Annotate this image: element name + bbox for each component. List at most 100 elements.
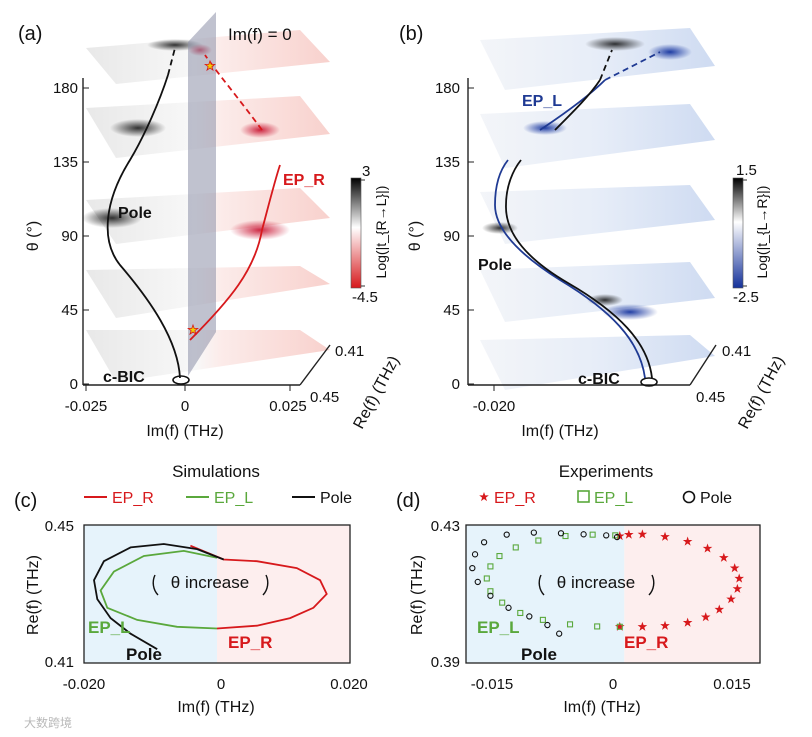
point-pole	[603, 532, 610, 539]
point-ep-l	[487, 563, 494, 570]
point-pole	[557, 530, 565, 537]
b-xtick-neg: -0.020	[473, 398, 516, 415]
b-colorbar-label: Log(|t_{L→R}|)	[754, 186, 770, 279]
c-xtick-0: 0	[217, 676, 225, 693]
c-plot-area	[83, 524, 351, 664]
a-xlabel: Im(f) (THz)	[146, 423, 223, 440]
panel-b-label: (b)	[399, 23, 423, 45]
a-ylabel: θ (°)	[25, 221, 42, 251]
point-pole	[469, 564, 476, 572]
d-epr-label: EP_R	[624, 633, 668, 652]
point-ep-l	[539, 616, 546, 623]
d-xtick-0: 0	[609, 676, 617, 693]
a-colorbar	[350, 177, 365, 289]
plot-frame	[465, 524, 761, 664]
b-epl-label: EP_L	[522, 93, 562, 110]
point-ep-l	[487, 588, 494, 595]
b-curves	[494, 49, 661, 387]
d-plot-area	[465, 524, 761, 664]
b-cbic-marker	[640, 377, 658, 387]
d-ylabel: Re(f) (THz)	[409, 555, 426, 635]
panel-b-planes	[480, 28, 715, 390]
a-pole-label: Pole	[118, 205, 152, 222]
d-legend-pole-marker	[682, 490, 696, 504]
c-ytick-bottom: 0.41	[45, 654, 74, 671]
a-title: Im(f) = 0	[228, 25, 292, 44]
c-xlabel: Im(f) (THz)	[177, 699, 254, 716]
d-rotate-arrow-right	[648, 574, 655, 596]
bg-positive-im	[217, 525, 350, 663]
d-xlabel: Im(f) (THz)	[563, 699, 640, 716]
point-pole	[613, 533, 621, 541]
a-ytick-180: 180	[53, 80, 78, 97]
c-pole-label: Pole	[126, 645, 162, 664]
a-pole-curve	[106, 74, 181, 379]
a-curves	[106, 47, 281, 385]
a-pole-curve-dashed	[167, 47, 176, 76]
c-title: Simulations	[172, 462, 260, 481]
point-ep-l	[566, 621, 574, 628]
b-zlabel: Re(f) (THz)	[736, 353, 789, 432]
b-pole-curve	[505, 159, 653, 379]
c-ytick-top: 0.45	[45, 518, 74, 535]
d-legend-epl-marker	[577, 490, 590, 503]
d-legend-epl: EP_L	[594, 490, 633, 507]
bg-positive-im	[624, 525, 760, 663]
b-ylabel: θ (°)	[407, 221, 424, 251]
point-ep-l	[562, 532, 569, 540]
point-ep-l	[512, 544, 519, 551]
a-ytick-45: 45	[61, 302, 78, 319]
watermark: 大数跨境	[24, 715, 72, 730]
c-rotate-arrow-right	[262, 574, 269, 596]
a-epr-curve	[189, 164, 281, 341]
b-colorbar-max: 1.5	[736, 162, 757, 179]
point-pole	[471, 551, 479, 558]
a-epr-curve-dashed	[204, 54, 263, 131]
a-cbic-marker	[172, 375, 190, 385]
b-epl-dashed	[604, 51, 661, 81]
point-ep-l	[517, 609, 524, 617]
point-ep-l	[616, 623, 623, 630]
a-colorbar-min: -4.5	[352, 289, 378, 306]
c-xtick-pos: 0.020	[330, 676, 368, 693]
panel-c-label: (c)	[14, 490, 37, 512]
b-colorbar	[732, 177, 747, 289]
b-xlabel: Im(f) (THz)	[521, 423, 598, 440]
a-ztick-045: 0.45	[310, 389, 339, 406]
b-ytick-135: 135	[435, 154, 460, 171]
point-pole	[530, 529, 537, 536]
a-epr-label: EP_R	[283, 172, 325, 189]
point-pole	[480, 539, 488, 546]
b-colorbar-min: -2.5	[733, 289, 759, 306]
d-center-text: θ increase	[557, 573, 635, 592]
c-legend-pole: Pole	[320, 490, 352, 507]
panel-a-planes	[82, 12, 330, 382]
c-legend-epl: EP_L	[214, 490, 253, 507]
c-rotate-arrow-left	[152, 574, 159, 596]
point-pole	[580, 531, 587, 538]
point-pole	[556, 630, 563, 637]
d-legend-epr: EP_R	[494, 490, 536, 507]
b-ytick-0: 0	[452, 376, 460, 393]
point-pole	[544, 621, 551, 629]
c-legend-epr: EP_R	[112, 490, 154, 507]
d-ytick-top: 0.43	[431, 518, 460, 535]
point-pole	[474, 578, 481, 586]
b-ytick-45: 45	[443, 302, 460, 319]
point-ep-l	[499, 599, 506, 606]
point-ep-l	[483, 575, 490, 582]
b-ztick-041: 0.41	[722, 343, 751, 360]
d-legend-pole: Pole	[700, 490, 732, 507]
im-zero-plane	[188, 12, 216, 376]
a-xtick-pos: 0.025	[269, 398, 307, 415]
point-ep-l	[594, 623, 601, 630]
point-ep-l	[535, 537, 542, 544]
d-legend	[479, 490, 696, 504]
a-cbic-label: c-BIC	[103, 369, 145, 386]
point-ep-l	[612, 532, 619, 539]
d-legend-epr-marker	[479, 492, 489, 502]
series-ep-l	[99, 549, 218, 630]
b-ytick-180: 180	[435, 80, 460, 97]
d-ytick-bottom: 0.39	[431, 654, 460, 671]
c-epl-label: EP_L	[88, 618, 131, 637]
